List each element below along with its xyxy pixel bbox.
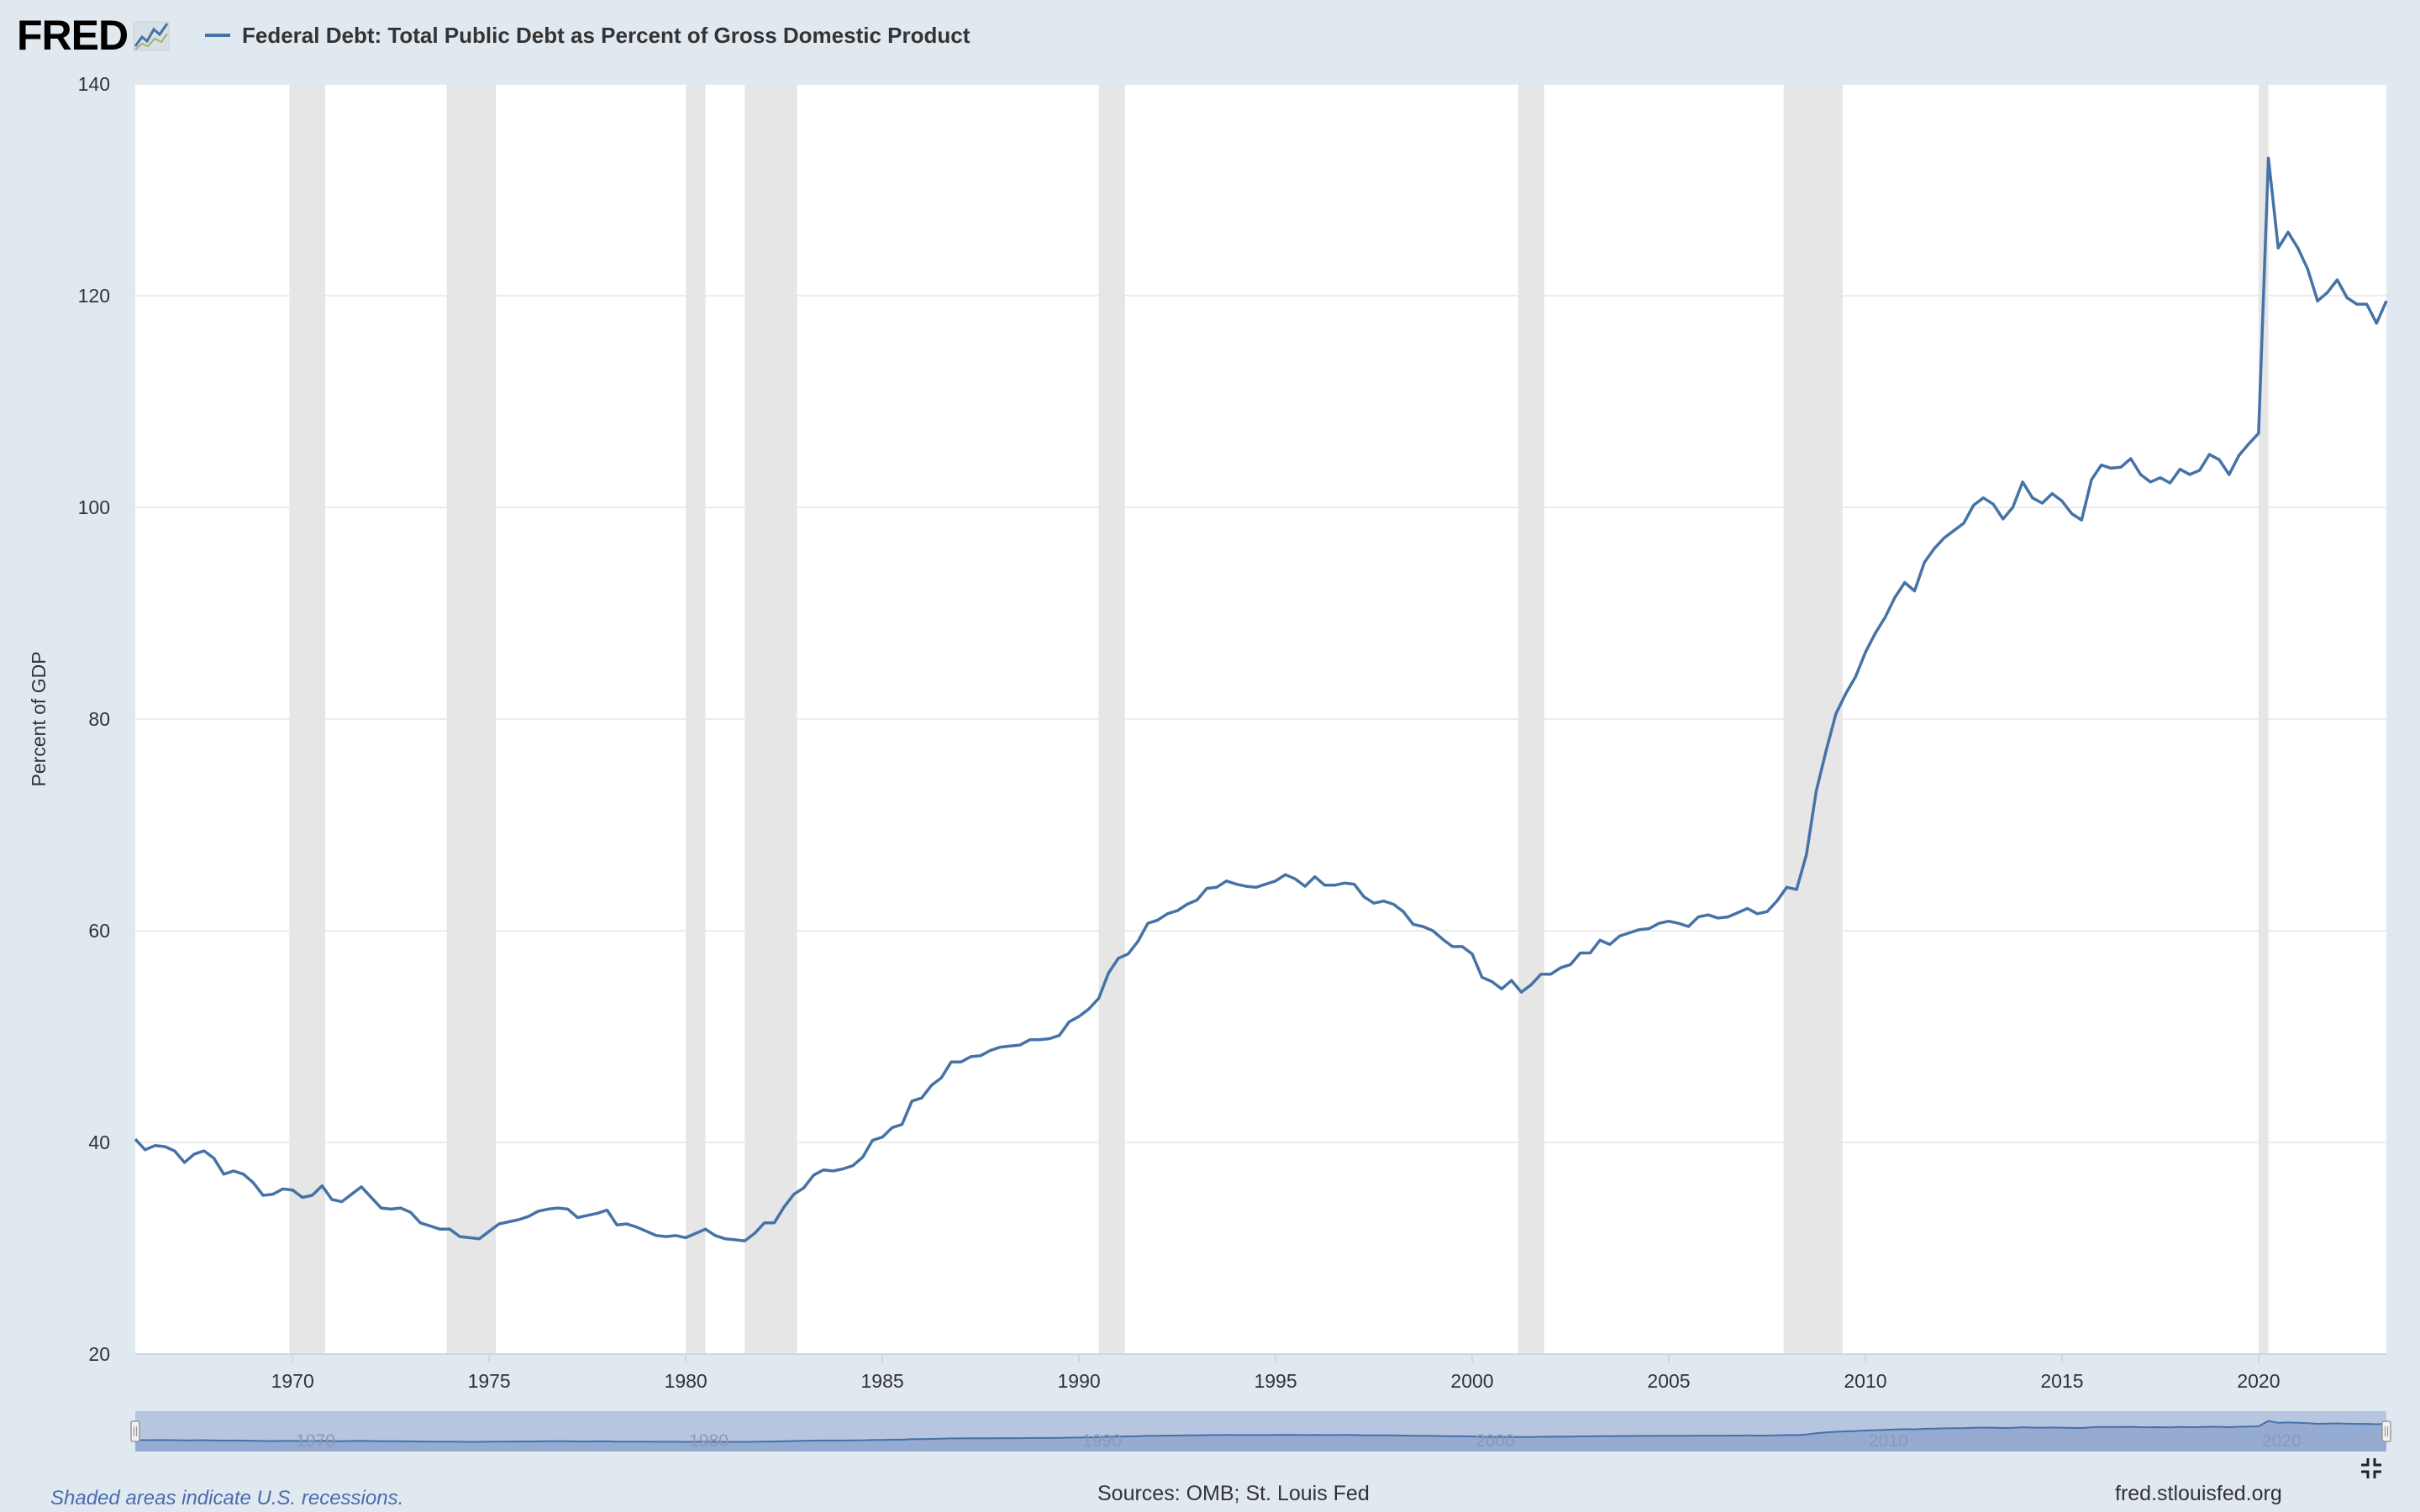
series-line[interactable]: [134, 156, 2388, 1242]
y-tick-label: 140: [78, 73, 110, 95]
y-axis-label: Percent of GDP: [28, 651, 50, 786]
x-tick-label: 2005: [1647, 1370, 1690, 1392]
fred-logo[interactable]: FRED: [17, 12, 170, 59]
navigator-tick-label: 2010: [1869, 1431, 1908, 1451]
x-tick-label: 1970: [271, 1370, 314, 1392]
recession-note: Shaded areas indicate U.S. recessions.: [50, 1487, 404, 1509]
navigator-series-line: [134, 1420, 2387, 1443]
x-tick-label: 1990: [1057, 1370, 1100, 1392]
navigator[interactable]: 1970 1980 1990 2000 2010 2020: [130, 1411, 2391, 1452]
y-tick-label: 100: [78, 496, 110, 518]
fullscreen-collapse-icon[interactable]: [2360, 1457, 2383, 1480]
navigator-tick-label: 2000: [1476, 1431, 1515, 1451]
x-tick-label: 1995: [1254, 1370, 1297, 1392]
legend-series-label: Federal Debt: Total Public Debt as Perce…: [242, 22, 971, 48]
x-axis-ticks: 1970 1975 1980 1985 1990 1995 2000 2005 2010 2015…: [271, 1354, 2281, 1392]
sources-text: Sources: OMB; St. Louis Fed: [1097, 1482, 1370, 1505]
navigator-tick-label: 1980: [689, 1431, 729, 1451]
y-axis-ticks: 20 40 60 80 100 120 140: [78, 73, 110, 1365]
x-tick-label: 1980: [665, 1370, 708, 1392]
site-link[interactable]: fred.stlouisfed.org: [2115, 1482, 2282, 1505]
x-tick-label: 1975: [468, 1370, 511, 1392]
navigator-tick-label: 2020: [2262, 1431, 2302, 1451]
fred-logo-text: FRED: [17, 12, 129, 59]
x-tick-label: 2010: [1844, 1370, 1886, 1392]
y-tick-label: 80: [88, 708, 110, 730]
y-tick-label: 20: [88, 1343, 110, 1365]
navigator-ticks: 1970 1980 1990 2000 2010 2020: [296, 1431, 2301, 1451]
navigator-tick-label: 1990: [1082, 1431, 1122, 1451]
logo-graph-icon: [133, 21, 170, 51]
y-tick-label: 40: [88, 1131, 110, 1153]
navigator-tick-label: 1970: [296, 1431, 335, 1451]
y-tick-label: 120: [78, 285, 110, 307]
legend-series-marker: [205, 34, 230, 37]
x-tick-label: 1985: [861, 1370, 904, 1392]
chart-legend: Federal Debt: Total Public Debt as Perce…: [205, 18, 970, 52]
navigator-left-handle[interactable]: [130, 1420, 140, 1442]
x-tick-label: 2000: [1450, 1370, 1493, 1392]
x-tick-label: 2020: [2237, 1370, 2280, 1392]
navigator-selected-range[interactable]: [135, 1411, 2386, 1452]
navigator-right-handle[interactable]: [2381, 1420, 2391, 1442]
navigator-series-area: [135, 1420, 2386, 1452]
y-tick-label: 60: [88, 920, 110, 942]
x-tick-label: 2015: [2040, 1370, 2083, 1392]
